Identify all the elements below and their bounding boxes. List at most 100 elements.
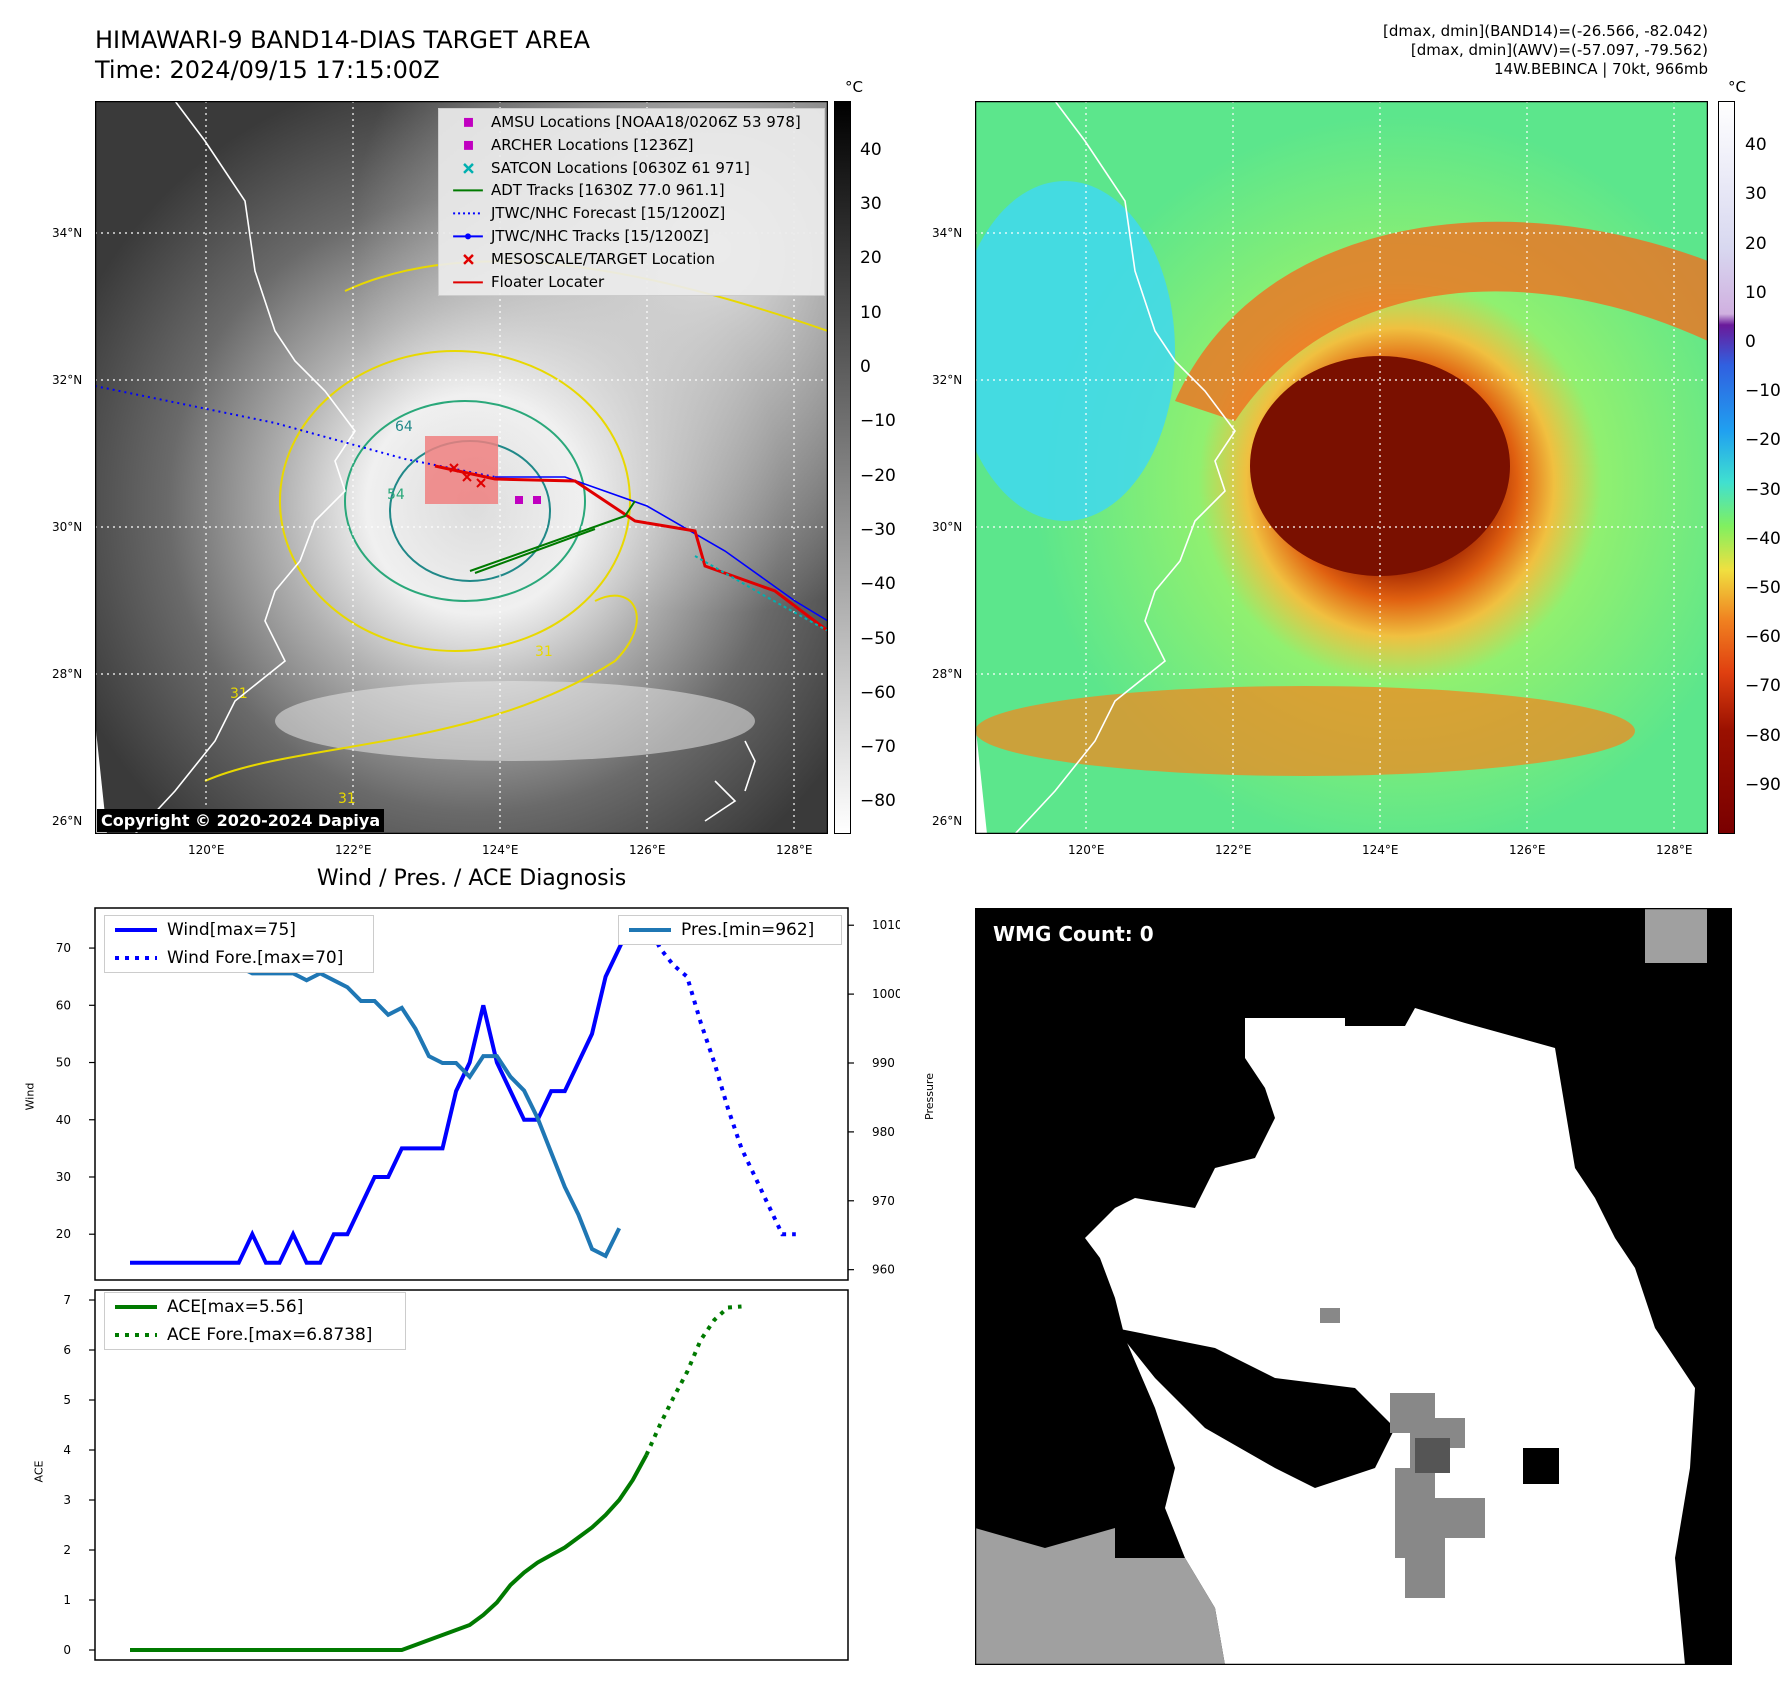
info-line-3: 14W.BEBINCA | 70kt, 966mb [1494,60,1708,78]
contour-label-64: 64 [395,419,413,435]
ir-lat-30: 30°N [52,520,83,534]
awv-band-north [1175,221,1708,421]
ir-legend-symbol [453,233,483,240]
wmg-gray-dot [1320,1308,1340,1323]
awv-colorbar-tick: −80 [1745,725,1781,746]
ir-legend-item: ADT Tracks [1630Z 77.0 961.1] [439,179,824,202]
ir-legend-item: SATCON Locations [0630Z 61 971] [439,157,824,180]
ir-lon-128: 128°E [776,843,813,857]
ir-lon-122: 122°E [335,843,372,857]
ir-legend-item: AMSU Locations [NOAA18/0206Z 53 978] [439,111,824,134]
contour-label-31c: 31 [338,791,356,807]
ir-legend-symbol [453,280,483,283]
awv-lon-128: 128°E [1656,843,1693,857]
ir-rainband-south [275,681,755,761]
legend-pressure: Pres.[min=962] [619,916,841,944]
awv-core [1250,356,1510,576]
wind-tick-label: 70 [56,941,71,955]
ir-colorbar-tick: −10 [860,411,896,432]
awv-colorbar-tick: −20 [1745,430,1781,451]
wind-forecast-line [632,917,796,1237]
pressure-tick-label: 1010 [872,918,900,932]
ir-legend-label: MESOSCALE/TARGET Location [491,249,716,268]
wmg-small-black [1523,1448,1559,1484]
mesoscale-target-box [425,436,498,504]
wmg-panel [975,908,1732,1665]
ace-tick-label: 3 [63,1493,71,1507]
ir-colorbar-tick: −30 [860,519,896,540]
legend-pressure-swatch [629,928,671,932]
ir-legend: AMSU Locations [NOAA18/0206Z 53 978] ARCH… [438,108,825,297]
ir-legend-label: SATCON Locations [0630Z 61 971] [491,158,750,177]
ir-legend-item: ARCHER Locations [1236Z] [439,134,824,157]
wind-axis-label: Wind [23,1082,37,1111]
ace-plot-frame [94,1289,849,1661]
awv-map-panel [975,101,1708,834]
awv-colorbar [1718,101,1735,834]
awv-colorbar-tick: 10 [1745,282,1767,303]
pressure-axis-label: Pressure [922,1073,936,1120]
awv-lat-28: 28°N [932,667,963,681]
contour-label-31b: 31 [230,686,248,702]
ir-nodata-corner [95,721,107,834]
ir-colorbar-tick: −80 [860,791,896,812]
wmg-gray-top-right [1645,908,1707,963]
ir-colorbar-tick: −50 [860,628,896,649]
ace-tick-label: 2 [63,1543,71,1557]
title-line-2: Time: 2024/09/15 17:15:00Z [95,56,440,84]
awv-lat-30: 30°N [932,520,963,534]
coastline [134,101,356,834]
legend-wind: Wind[max=75] [105,916,373,944]
awv-colorbar-tick: 20 [1745,233,1767,254]
info-line-1: [dmax, dmin](BAND14)=(-26.566, -82.042) [1383,22,1708,40]
awv-lat-34: 34°N [932,226,963,240]
pressure-tick-label: 970 [872,1194,895,1208]
ace-axis-label: ACE [32,1460,46,1483]
awv-colorbar-tick: 40 [1745,135,1767,156]
legend-wind-forecast-swatch [115,956,157,960]
ir-legend-symbol [464,117,473,127]
ir-colorbar-tick: 20 [860,248,882,269]
ace-forecast-line [644,1304,742,1456]
ir-legend-label: Floater Locater [491,272,605,291]
wind-line [130,917,647,1265]
ir-legend-symbol [453,189,483,192]
wind-plot-frame [94,907,849,1281]
title-line-1: HIMAWARI-9 BAND14-DIAS TARGET AREA [95,26,591,54]
awv-colorbar-unit: °C [1728,78,1746,96]
ir-lat-32: 32°N [52,373,83,387]
awv-dry-west [975,181,1175,521]
pressure-legend: Pres.[min=962] [618,915,842,945]
ir-lat-34: 34°N [52,226,83,240]
awv-colorbar-tick: −30 [1745,479,1781,500]
ir-colorbar-unit: °C [845,78,863,96]
ir-colorbar-tick: −70 [860,737,896,758]
legend-ace-forecast: ACE Fore.[max=6.8738] [105,1321,405,1349]
ir-legend-label: JTWC/NHC Forecast [15/1200Z] [491,204,726,223]
awv-frame [975,101,1708,834]
awv-lon-124: 124°E [1362,843,1399,857]
wmg-count-label: WMG Count: 0 [987,920,1160,948]
pressure-tick-label: 990 [872,1056,895,1070]
ace-tick-label: 7 [63,1293,71,1307]
ir-lon-126: 126°E [629,843,666,857]
jtwc-forecast-track [95,385,496,478]
awv-lon-126: 126°E [1509,843,1546,857]
ace-tick-label: 0 [63,1643,71,1657]
awv-nodata-corner [975,721,987,834]
legend-ace-forecast-swatch [115,1333,157,1337]
ir-lon-124: 124°E [482,843,519,857]
target-x-markers [449,463,486,488]
awv-grid [975,101,1708,834]
ir-legend-item: JTWC/NHC Tracks [15/1200Z] [439,225,824,248]
legend-wind-forecast: Wind Fore.[max=70] [105,944,373,972]
awv-colorbar-tick: 0 [1745,332,1756,353]
ace-legend: ACE[max=5.56] ACE Fore.[max=6.8738] [104,1292,406,1350]
awv-colorbar-tick: −40 [1745,528,1781,549]
pressure-tick-label: 980 [872,1125,895,1139]
ir-legend-label: JTWC/NHC Tracks [15/1200Z] [491,226,709,245]
ir-colorbar-tick: −60 [860,682,896,703]
ace-chart: 0 1 2 3 4 5 6 7 [63,1289,849,1661]
awv-coastline [1014,101,1236,834]
ir-legend-label: ADT Tracks [1630Z 77.0 961.1] [491,181,725,200]
